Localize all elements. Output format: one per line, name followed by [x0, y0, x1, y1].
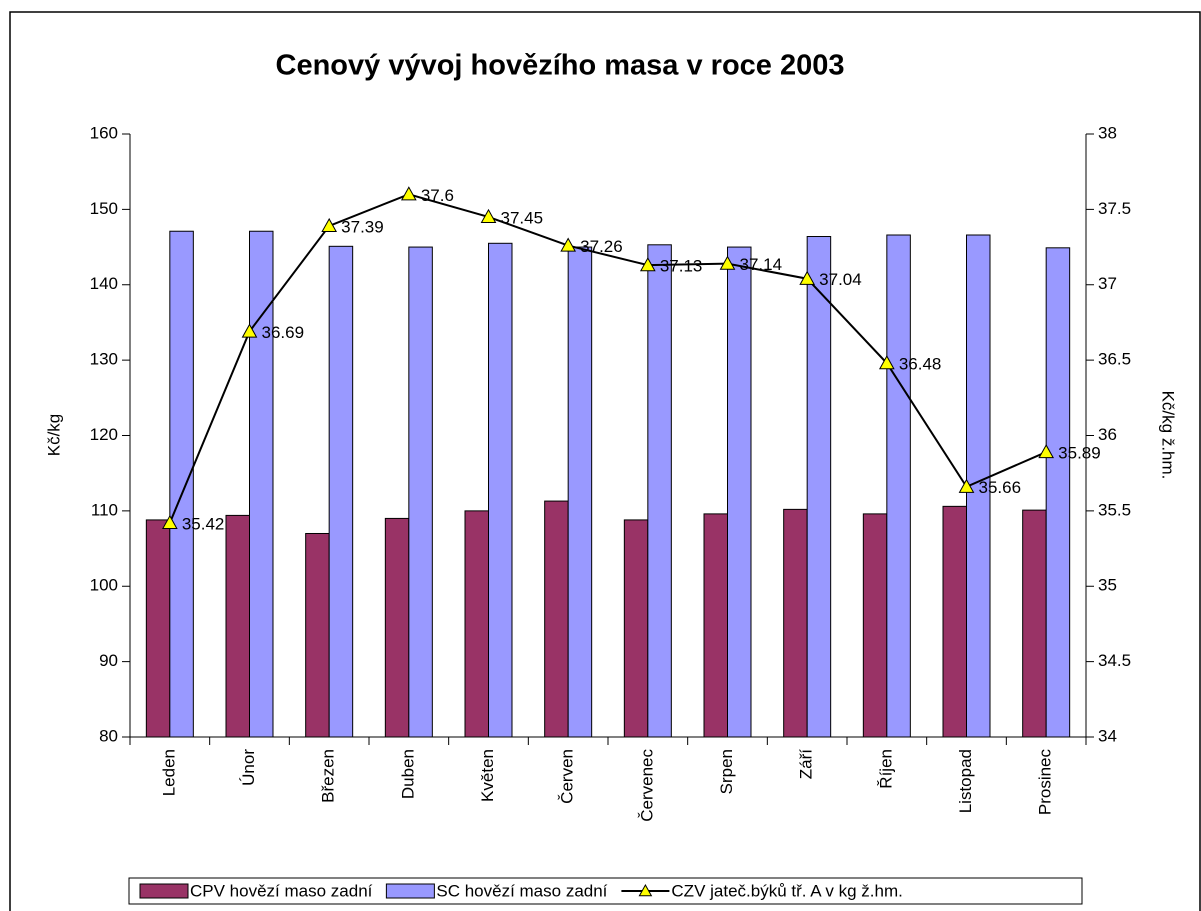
x-tick-label: Květen — [478, 749, 497, 802]
legend-swatch — [139, 883, 189, 899]
x-tick-label: Duben — [398, 749, 417, 799]
x-tick-label: Listopad — [956, 749, 975, 813]
y2-tick-label: 38 — [1098, 123, 1117, 142]
legend-label: CZV jateč.býků tř. A v kg ž.hm. — [671, 881, 902, 900]
line-marker — [161, 514, 178, 530]
data-label: 37.6 — [421, 186, 454, 205]
data-label: 37.04 — [819, 270, 862, 289]
y-tick-label: 120 — [90, 425, 118, 444]
x-tick-label: Leden — [159, 749, 178, 796]
line-marker — [719, 255, 736, 270]
x-tick-label: Březen — [319, 749, 338, 803]
x-tick-label: Červen — [558, 749, 577, 804]
line-marker — [958, 478, 975, 493]
y2-tick-label: 35.5 — [1098, 500, 1131, 519]
chart-border — [9, 11, 1201, 911]
bar — [384, 517, 410, 738]
y2-axis-label: Kč/kg ž.hm. — [1159, 391, 1178, 480]
bar — [647, 244, 672, 738]
y-tick-label: 140 — [90, 274, 118, 293]
legend-swatch — [385, 883, 435, 899]
data-label: 35.66 — [979, 478, 1022, 497]
y-tick-label: 110 — [91, 500, 118, 519]
bar — [488, 242, 513, 738]
y-tick-label: 150 — [90, 199, 118, 218]
data-label: 35.42 — [182, 514, 225, 533]
x-tick-label: Srpen — [717, 749, 736, 794]
bar — [1045, 247, 1071, 738]
legend-label: CPV hovězí maso zadní — [190, 881, 373, 900]
x-tick-label: Prosinec — [1036, 749, 1055, 816]
data-label: 36.69 — [262, 323, 305, 342]
bar — [225, 514, 250, 738]
y-tick-label: 100 — [90, 576, 118, 595]
bar — [727, 246, 752, 738]
bar — [464, 510, 489, 738]
line-marker — [241, 323, 258, 338]
bar — [886, 234, 911, 738]
bar — [942, 505, 967, 738]
data-label: 37.26 — [580, 237, 623, 256]
bar — [567, 246, 593, 738]
y2-tick-label: 37.5 — [1098, 199, 1131, 218]
y2-tick-label: 35 — [1098, 576, 1117, 595]
y2-tick-label: 34.5 — [1098, 651, 1131, 670]
y2-tick-label: 34 — [1098, 726, 1117, 745]
data-label: 37.13 — [660, 257, 703, 276]
line-marker — [321, 217, 338, 233]
bar — [249, 230, 274, 738]
line-marker — [878, 355, 895, 370]
y2-tick-label: 37 — [1098, 274, 1117, 293]
bar — [328, 245, 354, 738]
line-marker — [799, 270, 816, 285]
bar — [408, 246, 433, 738]
bar — [862, 513, 888, 738]
legend-marker — [638, 883, 653, 897]
y2-tick-label: 36 — [1098, 425, 1117, 444]
x-tick-label: Září — [797, 749, 816, 780]
bar — [544, 500, 569, 738]
line-marker — [560, 237, 577, 252]
chart-title: Cenový vývoj hovězího masa v roce 2003 — [276, 50, 845, 82]
line-marker — [400, 186, 417, 201]
x-tick-label: Říjen — [876, 749, 895, 789]
bar — [623, 519, 649, 738]
bar — [806, 236, 832, 738]
y-tick-label: 160 — [90, 123, 118, 142]
data-label: 37.45 — [501, 208, 544, 227]
y-tick-label: 90 — [99, 651, 118, 670]
data-label: 37.14 — [740, 255, 783, 274]
x-tick-label: Únor — [239, 749, 258, 786]
bar — [1022, 509, 1047, 738]
x-tick-label: Červenec — [637, 749, 656, 822]
line — [168, 193, 1047, 524]
line-marker — [480, 208, 497, 224]
line-marker — [1038, 444, 1055, 459]
bar — [703, 513, 728, 738]
y2-tick-label: 36.5 — [1098, 350, 1131, 369]
y-tick-label: 80 — [99, 726, 118, 745]
y-axis-label: Kč/kg — [44, 414, 63, 457]
data-label: 37.39 — [341, 217, 384, 236]
bar — [783, 508, 808, 738]
data-label: 35.89 — [1058, 444, 1101, 463]
legend-label: SC hovězí maso zadní — [436, 881, 607, 900]
data-label: 36.48 — [899, 355, 942, 374]
line-marker — [639, 257, 656, 272]
legend-box — [128, 877, 1083, 905]
bar — [305, 532, 330, 738]
y-tick-label: 130 — [90, 350, 118, 369]
bar — [169, 230, 194, 738]
bar — [145, 519, 171, 738]
